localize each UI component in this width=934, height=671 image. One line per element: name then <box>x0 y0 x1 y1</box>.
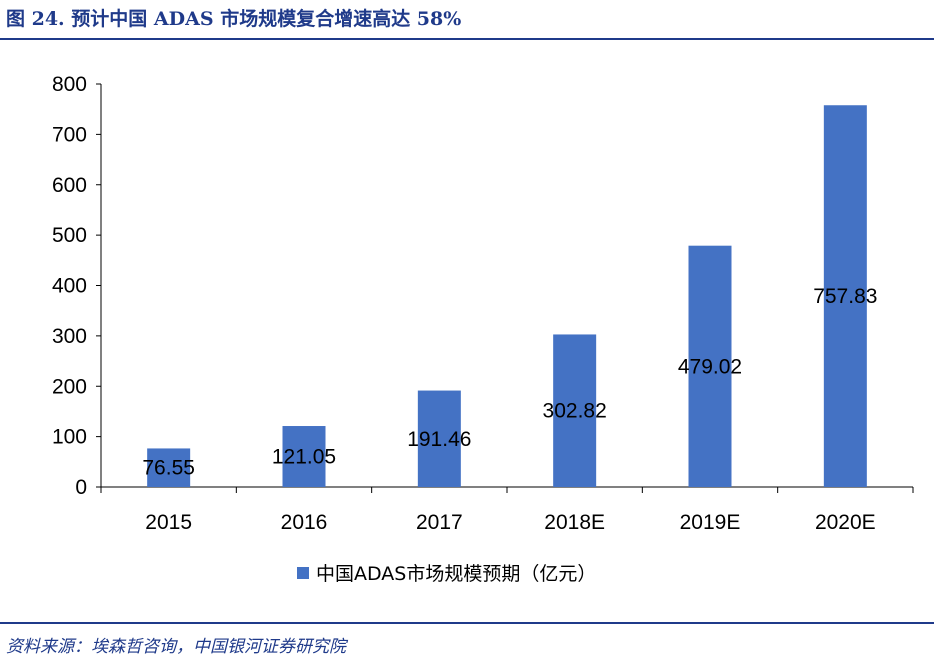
data-label: 757.83 <box>813 285 877 308</box>
y-tick-label: 0 <box>75 476 87 499</box>
source-note: 资料来源：埃森哲咨询，中国银河证券研究院 <box>6 637 346 657</box>
x-tick-label: 2017 <box>416 511 463 534</box>
bar <box>417 390 461 487</box>
y-axis: 0 100 200 300 400 500 600 700 800 <box>52 73 102 499</box>
bar <box>823 105 867 488</box>
bar <box>688 245 732 487</box>
bar <box>553 334 597 487</box>
data-label: 121.05 <box>272 446 336 469</box>
legend: 中国ADAS市场规模预期（亿元） <box>297 563 596 585</box>
x-tick-label: 2018E <box>544 511 605 534</box>
y-tick-label: 600 <box>52 174 87 197</box>
data-label: 479.02 <box>678 355 742 378</box>
legend-label: 中国ADAS市场规模预期（亿元） <box>316 563 596 585</box>
bar-series <box>147 105 867 488</box>
legend-swatch <box>297 567 309 579</box>
y-tick-label: 400 <box>52 275 87 298</box>
y-tick-label: 700 <box>52 123 87 146</box>
title-divider <box>0 38 934 40</box>
y-tick-label: 500 <box>52 224 87 247</box>
y-tick-label: 800 <box>52 73 87 96</box>
data-label: 76.55 <box>142 457 195 480</box>
source-divider <box>0 622 934 624</box>
data-label: 302.82 <box>543 400 607 423</box>
x-tick-label: 2015 <box>145 511 192 534</box>
bar <box>282 426 326 487</box>
y-tick-label: 200 <box>52 375 87 398</box>
data-label: 191.46 <box>407 428 471 451</box>
x-axis: 2015 2016 2017 2018E 2019E 2020E <box>100 486 914 534</box>
data-labels: 76.55 121.05 191.46 302.82 479.02 757.83 <box>142 285 877 480</box>
y-tick-label: 300 <box>52 325 87 348</box>
y-tick-label: 100 <box>52 426 87 449</box>
x-tick-label: 2020E <box>815 511 876 534</box>
x-tick-label: 2016 <box>281 511 328 534</box>
bar <box>147 448 191 487</box>
x-tick-label: 2019E <box>680 511 741 534</box>
figure-title: 图 24. 预计中国 ADAS 市场规模复合增速高达 58% <box>6 8 462 30</box>
